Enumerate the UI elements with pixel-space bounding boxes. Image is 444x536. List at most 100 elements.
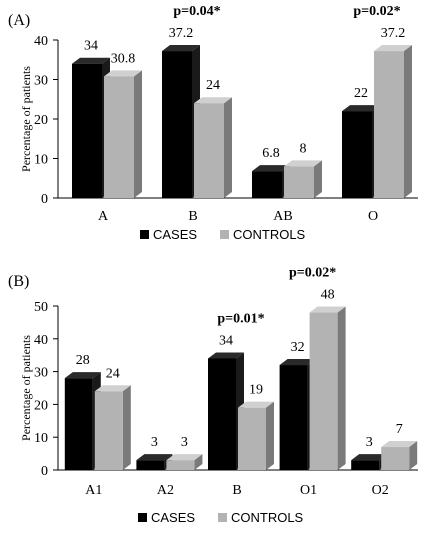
bar-controls xyxy=(94,391,123,470)
significance-annotation: p=0.02* xyxy=(289,266,336,281)
significance-annotation: p=0.01* xyxy=(217,311,264,326)
data-label: 19 xyxy=(249,383,263,398)
data-label: 3 xyxy=(181,435,188,450)
bar-top-cases xyxy=(208,352,244,359)
legend-label-controls: CONTROLS xyxy=(233,227,306,242)
bar-top-cases xyxy=(342,105,380,112)
x-tick-label: O xyxy=(368,209,378,224)
bar-top-controls xyxy=(381,441,418,448)
x-tick-label: A2 xyxy=(157,483,174,498)
bar-top-controls xyxy=(166,454,203,461)
bar-cases xyxy=(351,460,380,470)
bar-cases xyxy=(279,365,308,470)
x-tick-label: O2 xyxy=(372,483,389,498)
y-tick-label: 30 xyxy=(34,74,48,89)
bar-cases xyxy=(252,171,282,198)
bar-controls xyxy=(104,76,134,198)
legend-label-controls: CONTROLS xyxy=(231,510,304,525)
legend-label-cases: CASES xyxy=(153,227,197,242)
bar-top-cases xyxy=(72,57,110,64)
panel-label: (A) xyxy=(8,12,30,29)
y-tick-label: 0 xyxy=(41,464,48,479)
y-tick-label: 10 xyxy=(34,431,48,446)
bar-cases xyxy=(162,51,192,199)
bar-side-controls xyxy=(409,441,418,470)
x-tick-label: A1 xyxy=(85,483,102,498)
data-label: 34 xyxy=(84,39,98,54)
y-tick-label: 20 xyxy=(34,398,48,413)
bar-side-controls xyxy=(314,160,322,198)
data-label: 30.8 xyxy=(111,51,136,66)
bar-top-controls xyxy=(194,97,232,104)
bar-controls xyxy=(194,103,224,198)
bar-side-controls xyxy=(224,97,232,198)
legend-label-cases: CASES xyxy=(151,510,195,525)
data-label: 3 xyxy=(366,435,373,450)
data-label: 7 xyxy=(396,422,403,437)
chart-panel-b: (B) Percentage of patients 0 10 20 30 40 50 28 24… xyxy=(8,266,418,525)
bar-top-controls xyxy=(374,45,412,52)
bar-top-controls xyxy=(309,306,346,313)
bar-cases xyxy=(342,111,372,198)
data-label: 37.2 xyxy=(381,26,406,41)
significance-annotation: p=0.04* xyxy=(173,4,220,19)
bar-side-controls xyxy=(266,401,274,470)
bar-side-controls xyxy=(337,306,346,470)
data-label: 24 xyxy=(106,366,120,381)
data-label: 48 xyxy=(321,288,335,303)
data-label: 34 xyxy=(219,333,233,348)
legend-swatch-controls xyxy=(218,513,227,522)
bar-cases xyxy=(208,358,236,470)
bar-side-controls xyxy=(404,45,412,199)
bar-side-controls xyxy=(134,70,142,198)
data-label: 32 xyxy=(291,340,305,355)
y-axis-label: Percentage of patients xyxy=(19,335,33,441)
y-axis-label: Percentage of patients xyxy=(19,66,33,172)
bar-cases xyxy=(64,378,93,470)
bar-controls xyxy=(374,51,404,199)
bar-top-cases xyxy=(162,45,200,52)
y-tick-label: 20 xyxy=(34,113,48,128)
bar-top-cases xyxy=(252,165,290,172)
y-tick-label: 0 xyxy=(41,192,48,207)
bar-controls xyxy=(284,166,314,198)
bar-top-cases xyxy=(351,454,388,461)
data-label: 8 xyxy=(300,141,307,156)
bar-top-cases xyxy=(279,359,316,366)
bar-controls xyxy=(238,407,266,470)
y-tick-label: 50 xyxy=(34,300,48,315)
y-tick-label: 40 xyxy=(34,333,48,348)
x-tick-label: A xyxy=(98,209,109,224)
bar-top-controls xyxy=(104,70,142,77)
x-tick-label: O1 xyxy=(300,483,317,498)
chart-panel-a: (A) Percentage of patients 0 10 20 30 40 34 30.8… xyxy=(8,4,418,242)
data-label: 24 xyxy=(206,78,220,93)
bar-cases xyxy=(72,63,102,199)
legend-swatch-controls xyxy=(220,230,229,239)
panel-label: (B) xyxy=(8,273,29,290)
data-label: 28 xyxy=(76,353,90,368)
bar-controls xyxy=(309,312,338,470)
bar-side-controls xyxy=(194,454,203,470)
bar-top-controls xyxy=(238,401,274,408)
significance-annotation: p=0.02* xyxy=(353,4,400,19)
bar-controls xyxy=(166,460,195,470)
legend-swatch-cases xyxy=(140,230,149,239)
y-tick-label: 10 xyxy=(34,153,48,168)
legend-swatch-cases xyxy=(138,513,147,522)
x-tick-label: AB xyxy=(273,209,292,224)
y-tick-label: 30 xyxy=(34,366,48,381)
bar-top-controls xyxy=(284,160,322,167)
bar-top-cases xyxy=(64,372,101,379)
bar-top-cases xyxy=(136,454,173,461)
bar-cases xyxy=(136,460,165,470)
data-label: 22 xyxy=(354,86,368,101)
data-label: 37.2 xyxy=(169,26,194,41)
x-tick-label: B xyxy=(232,483,241,498)
bar-controls xyxy=(381,447,410,470)
bar-side-controls xyxy=(122,385,131,470)
data-label: 6.8 xyxy=(262,146,280,161)
bar-top-controls xyxy=(94,385,131,392)
data-label: 3 xyxy=(151,435,158,450)
